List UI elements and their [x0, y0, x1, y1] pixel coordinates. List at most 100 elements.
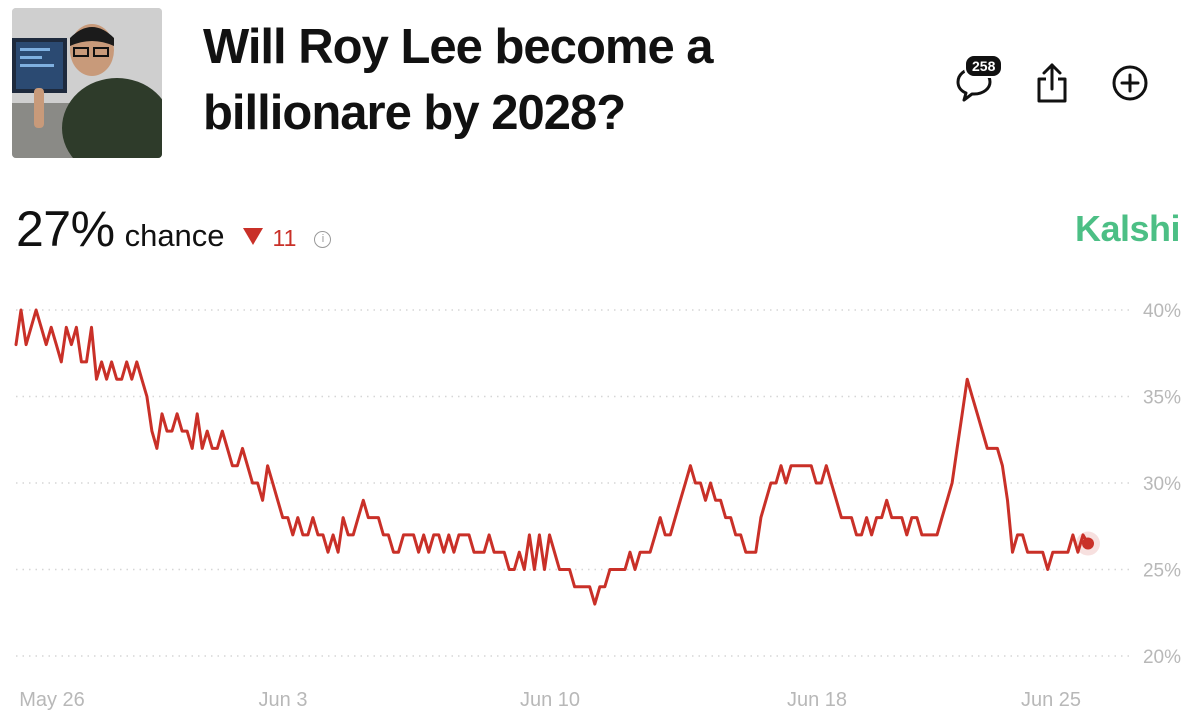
y-tick-label: 40%: [1143, 301, 1181, 322]
add-button[interactable]: [1110, 60, 1150, 106]
data-point: [488, 534, 490, 536]
data-point: [352, 534, 354, 536]
data-point: [30, 326, 32, 328]
data-point: [15, 344, 17, 346]
data-point: [206, 430, 208, 432]
y-tick-label: 30%: [1143, 474, 1181, 495]
data-point: [393, 551, 394, 553]
data-point: [629, 551, 631, 553]
data-point: [257, 482, 259, 484]
data-point: [594, 603, 596, 605]
data-point: [986, 447, 988, 449]
source-label[interactable]: Kalshi: [1074, 208, 1181, 249]
data-point: [866, 517, 868, 519]
data-point: [312, 517, 314, 519]
data-point: [770, 482, 772, 484]
probability-value: 27%: [16, 201, 115, 257]
x-tick-label: Jun 25: [1021, 689, 1081, 711]
data-point: [231, 465, 233, 467]
probability-summary: 27% chance 11 i: [16, 200, 332, 258]
data-point: [579, 586, 581, 588]
data-point: [644, 551, 646, 553]
data-point: [508, 569, 510, 570]
data-point: [750, 551, 752, 553]
market-thumbnail: [12, 8, 162, 158]
data-point: [926, 534, 928, 536]
data-point: [971, 396, 973, 397]
data-point: [559, 569, 560, 570]
data-point: [845, 517, 847, 519]
data-point: [453, 551, 455, 553]
data-point: [830, 482, 832, 484]
data-point: [40, 326, 42, 328]
data-point: [428, 551, 430, 553]
chart-grid: [16, 309, 1130, 657]
data-point: [619, 569, 621, 570]
comments-button[interactable]: 258: [954, 54, 1004, 106]
data-point: [242, 447, 243, 449]
data-point: [694, 482, 696, 484]
data-point: [921, 534, 923, 536]
data-point: [996, 447, 998, 449]
data-point: [70, 344, 72, 346]
data-point: [161, 413, 163, 415]
action-bar: 258: [954, 54, 1150, 108]
data-point: [337, 551, 339, 553]
data-point: [503, 551, 505, 553]
data-point: [735, 534, 737, 536]
data-point: [1007, 499, 1008, 501]
data-point: [896, 517, 898, 519]
info-icon[interactable]: i: [314, 231, 332, 248]
data-point: [584, 586, 586, 588]
data-point: [25, 344, 27, 346]
data-point: [408, 534, 410, 536]
data-point: [347, 534, 349, 536]
data-point: [433, 534, 435, 536]
data-point: [292, 534, 294, 536]
y-tick-label: 20%: [1143, 647, 1181, 668]
data-point: [96, 378, 97, 380]
data-point: [634, 569, 636, 570]
data-point: [1047, 569, 1049, 570]
data-point: [544, 569, 545, 570]
data-point: [876, 517, 878, 519]
data-point: [981, 430, 983, 432]
data-point: [810, 465, 812, 467]
data-point: [659, 517, 661, 519]
share-icon: [1037, 63, 1067, 103]
data-point: [322, 534, 324, 536]
data-point: [418, 551, 420, 553]
data-point: [35, 309, 37, 311]
data-point: [720, 499, 722, 501]
data-point: [800, 465, 802, 467]
data-point: [745, 551, 747, 553]
data-point: [297, 517, 299, 519]
data-point: [448, 534, 450, 536]
data-point: [458, 534, 460, 536]
data-point: [1062, 551, 1064, 553]
data-point: [639, 551, 641, 553]
data-point: [45, 344, 47, 346]
data-point: [649, 551, 651, 553]
data-point: [478, 551, 480, 553]
market-title: Will Roy Lee become a billionare by 2028…: [203, 20, 714, 140]
data-point: [191, 447, 193, 449]
data-point: [1032, 551, 1034, 553]
data-point: [654, 534, 656, 536]
data-point: [861, 534, 862, 536]
data-point: [755, 551, 757, 553]
data-point: [1017, 534, 1018, 536]
data-point: [1012, 551, 1013, 553]
x-tick-label: Jun 18: [787, 689, 847, 711]
x-tick-label: Jun 10: [520, 689, 580, 711]
share-button[interactable]: [1032, 60, 1072, 106]
data-point: [901, 517, 903, 519]
data-point: [765, 499, 767, 501]
data-point: [166, 430, 168, 432]
data-point: [966, 378, 968, 380]
data-point: [906, 534, 908, 536]
data-point: [201, 447, 203, 449]
data-point: [976, 413, 978, 415]
data-point: [307, 534, 309, 536]
down-triangle-icon: [242, 228, 263, 245]
